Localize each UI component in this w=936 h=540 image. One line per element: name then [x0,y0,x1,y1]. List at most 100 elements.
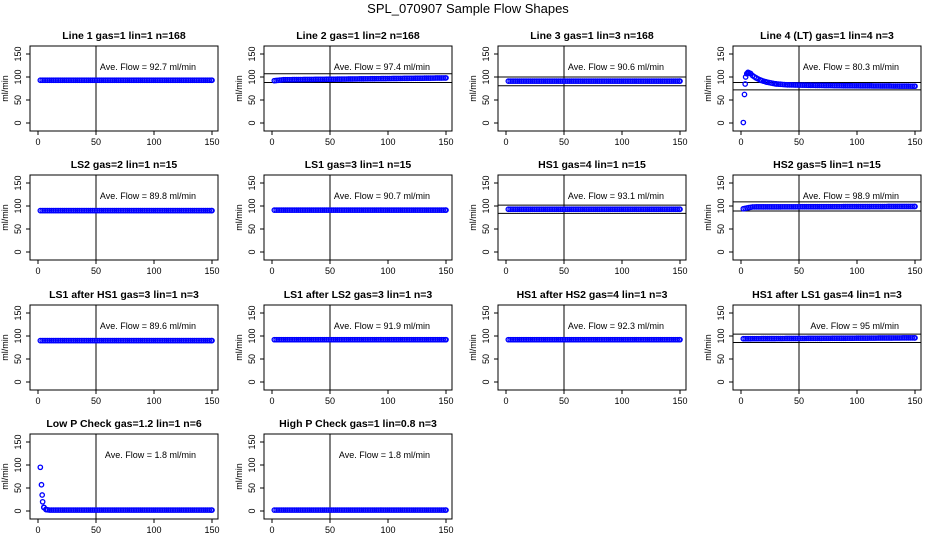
data-point [629,78,636,84]
data-point [900,335,906,341]
data-point [434,336,441,343]
data-point [386,336,393,343]
data-point [275,336,281,343]
data-point [206,207,213,214]
data-point [786,203,793,210]
data-point [159,337,166,344]
data-point [351,336,357,343]
x-tick-label: 100 [380,137,395,147]
data-point [70,507,77,513]
data-point [154,77,161,84]
x-tick-label: 50 [325,137,335,147]
y-tick-label: 50 [247,224,257,234]
data-point [314,76,320,83]
data-point [133,337,140,344]
data-point [620,78,627,84]
data-point [443,75,449,81]
data-point [432,75,439,81]
data-point [885,335,891,341]
chart-title: HS1 after HS2 gas=4 lin=1 n=3 [517,289,668,301]
x-tick-label: 150 [672,396,687,406]
data-point [840,82,847,89]
data-point [286,76,293,83]
data-point [542,336,549,343]
data-point [827,203,834,210]
data-point [859,335,865,341]
data-point [180,77,187,84]
data-point [38,481,45,488]
data-point [533,336,540,343]
data-point [54,337,60,344]
data-point [516,206,523,213]
data-point [96,337,103,344]
x-tick-label: 50 [325,525,335,535]
data-point [172,507,179,513]
data-point [512,206,519,213]
y-tick-label: 0 [481,379,491,384]
data-point [668,336,675,343]
data-point [588,206,595,213]
x-tick-label: 150 [438,525,453,535]
chart-panel: Line 4 (LT) gas=1 lin=4 n=3 ml/min 0 50 100 1… [703,30,923,147]
data-point [122,507,129,513]
data-point [321,336,328,343]
data-point [594,206,601,213]
data-point [592,78,599,84]
data-point [753,335,760,342]
y-tick-label: 0 [716,379,726,384]
data-point [663,206,669,213]
data-point [544,336,551,343]
data-point [522,78,528,84]
data-point [601,336,608,343]
data-point [349,207,356,213]
y-tick-label: 50 [13,483,23,493]
x-tick-label: 0 [269,396,274,406]
data-point [561,336,567,343]
chart-title: LS1 after LS2 gas=3 lin=1 n=3 [284,289,433,301]
data-point [677,336,683,343]
data-point [848,335,854,342]
data-point [585,206,591,213]
data-point [85,507,92,513]
data-point [377,75,383,82]
data-point [310,76,317,83]
data-point [588,336,595,343]
x-tick-label: 100 [380,266,395,276]
data-point [379,336,385,343]
data-point [126,507,133,513]
data-point [872,83,878,89]
data-point [796,82,802,88]
data-point [564,78,571,84]
data-point [43,337,49,344]
data-point [295,336,302,343]
data-point [102,337,109,344]
data-point [141,77,148,84]
data-point [56,77,62,84]
data-point [329,507,335,513]
data-point [354,76,361,82]
data-point [572,336,578,343]
data-point [583,336,590,343]
y-axis-label: ml/min [234,334,244,361]
data-point [308,336,315,343]
x-tick-label: 100 [614,266,629,276]
plot-frame [263,433,453,520]
data-point [373,336,380,343]
data-point [356,76,363,82]
data-point [128,507,135,513]
data-point [540,78,547,84]
data-point [98,337,105,344]
data-point [629,206,636,213]
data-point [82,77,88,84]
y-tick-label: 100 [13,69,23,84]
y-tick-label: 100 [481,69,491,84]
data-point [575,336,582,343]
data-point [616,206,623,213]
data-point [273,507,280,513]
data-point [353,76,359,82]
data-point [44,77,51,84]
data-point [80,337,86,344]
data-point [509,206,515,213]
data-point [74,207,81,214]
data-point [145,507,151,513]
